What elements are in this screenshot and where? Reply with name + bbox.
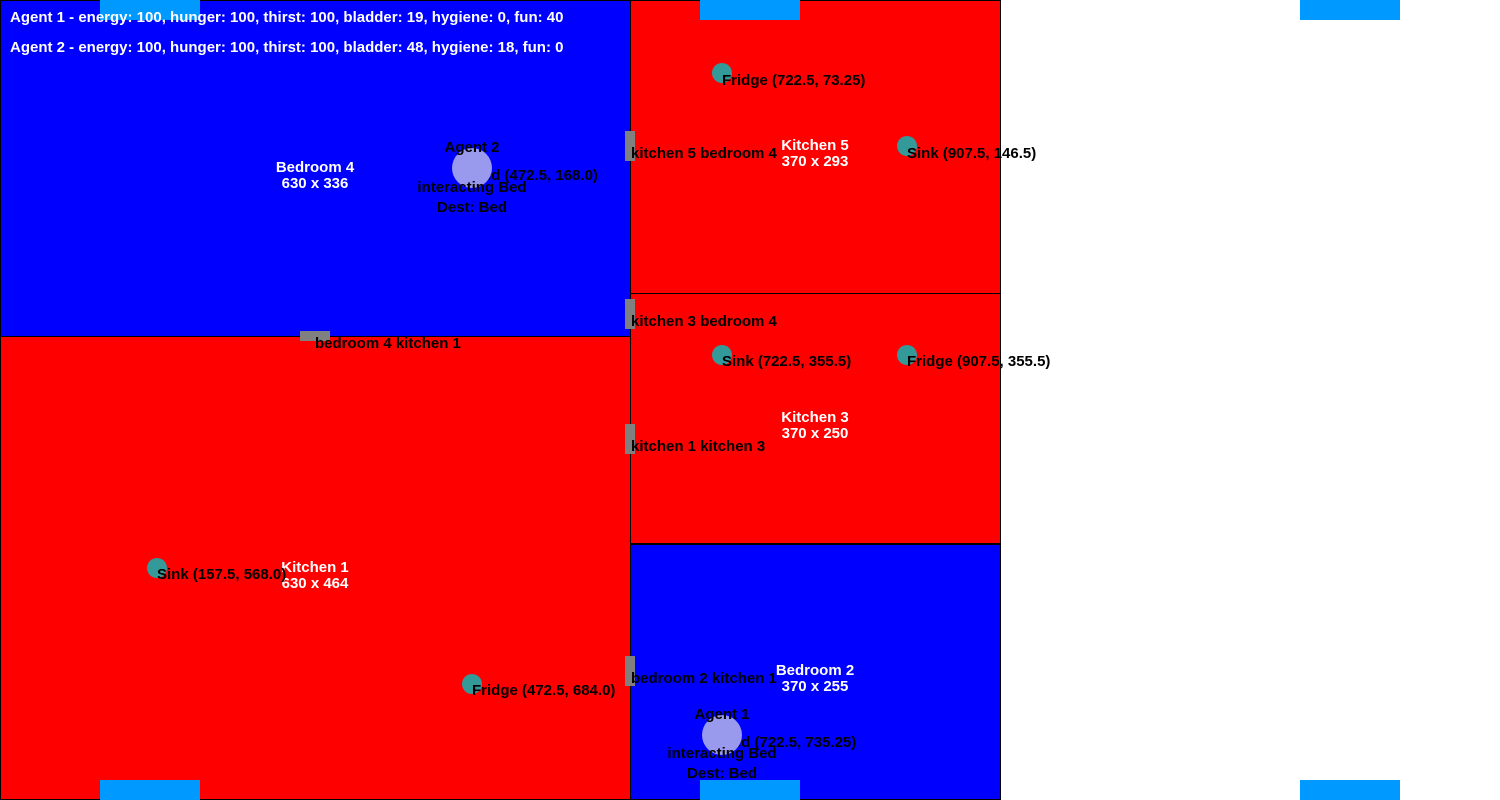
agent-2-state: interacting Bed xyxy=(417,179,527,196)
fridge-icon[interactable] xyxy=(897,345,917,365)
room-label-kitchen-3: Kitchen 3 370 x 250 xyxy=(715,410,915,442)
room-size: 370 x 250 xyxy=(781,425,849,442)
room-name: Bedroom 4 xyxy=(275,159,355,176)
window xyxy=(700,780,800,800)
door-label: bedroom 4 kitchen 1 xyxy=(315,335,461,352)
door-bedroom2-kitchen1[interactable] xyxy=(625,656,635,686)
agent-1-destination: Dest: Bed xyxy=(686,765,757,782)
window xyxy=(100,780,200,800)
door-label: kitchen 5 bedroom 4 xyxy=(631,145,777,162)
room-size: 630 x 336 xyxy=(281,175,349,192)
room-size: 370 x 255 xyxy=(781,678,849,695)
room-name: Kitchen 3 xyxy=(781,409,849,426)
room-kitchen-3 xyxy=(630,293,1001,544)
door-kitchen1-kitchen3[interactable] xyxy=(625,424,635,454)
agent-2-destination: Dest: Bed xyxy=(436,199,507,216)
agent-2-token[interactable] xyxy=(452,148,492,188)
room-label-bedroom-2: Bedroom 2 370 x 255 xyxy=(715,663,915,695)
object-label: Fridge (472.5, 684.0) xyxy=(472,682,616,699)
room-name: Kitchen 1 xyxy=(281,559,349,576)
door-label: kitchen 3 bedroom 4 xyxy=(631,313,777,330)
room-label-bedroom-4: Bedroom 4 630 x 336 xyxy=(215,160,415,192)
object-label: Bed (722.5, 735.25) xyxy=(722,734,857,751)
room-name: Bedroom 2 xyxy=(775,662,855,679)
agent-1-token[interactable] xyxy=(702,715,742,755)
object-label: Sink (157.5, 568.0) xyxy=(157,566,287,583)
room-size: 630 x 464 xyxy=(281,575,349,592)
object-label: Fridge (907.5, 355.5) xyxy=(907,353,1051,370)
window xyxy=(700,0,800,20)
object-label: Sink (722.5, 355.5) xyxy=(722,353,852,370)
window xyxy=(1300,0,1400,20)
room-size: 370 x 293 xyxy=(781,153,849,170)
fridge-icon[interactable] xyxy=(462,674,482,694)
room-bedroom-4 xyxy=(0,0,631,337)
agent-2-name: Agent 2 xyxy=(444,139,500,156)
window xyxy=(1300,780,1400,800)
object-label: Fridge (722.5, 73.25) xyxy=(722,72,866,89)
object-label: Bed (472.5, 168.0) xyxy=(472,167,598,184)
door-bedroom4-kitchen1[interactable] xyxy=(300,331,330,341)
agent-2-status: Agent 2 - energy: 100, hunger: 100, thir… xyxy=(10,39,564,56)
room-label-kitchen-1: Kitchen 1 630 x 464 xyxy=(215,560,415,592)
room-kitchen-1 xyxy=(0,336,631,800)
room-name: Kitchen 5 xyxy=(781,137,849,154)
door-kitchen5-bedroom4[interactable] xyxy=(625,131,635,161)
door-label: kitchen 1 kitchen 3 xyxy=(631,438,766,455)
sink-icon[interactable] xyxy=(712,345,732,365)
object-label: Sink (907.5, 146.5) xyxy=(907,145,1037,162)
sink-icon[interactable] xyxy=(147,558,167,578)
room-label-kitchen-5: Kitchen 5 370 x 293 xyxy=(715,138,915,170)
sink-icon[interactable] xyxy=(897,136,917,156)
fridge-icon[interactable] xyxy=(712,63,732,83)
window xyxy=(100,0,200,20)
agent-1-name: Agent 1 xyxy=(694,706,750,723)
door-kitchen3-bedroom4[interactable] xyxy=(625,299,635,329)
room-bedroom-2 xyxy=(630,544,1001,800)
agent-1-state: interacting Bed xyxy=(667,745,777,762)
door-label: bedroom 2 kitchen 1 xyxy=(631,670,777,687)
agent-1-status: Agent 1 - energy: 100, hunger: 100, thir… xyxy=(10,9,564,26)
